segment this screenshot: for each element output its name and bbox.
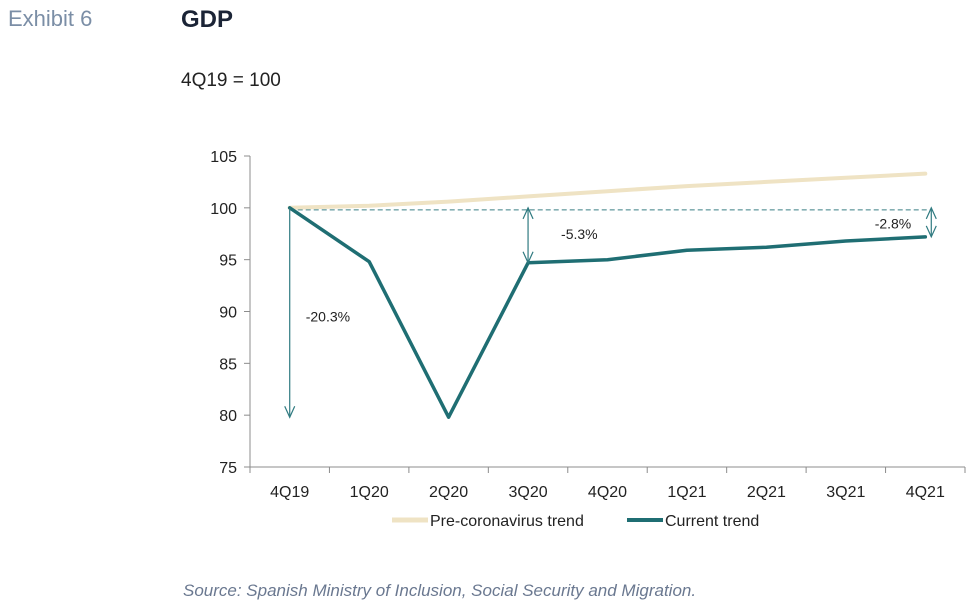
chart-title: GDP (181, 6, 234, 33)
y-tick-label: 105 (210, 149, 237, 166)
annotations: -20.3% -5.3% -2.8% (284, 206, 937, 419)
series-line-pre-coronavirus-trend (287, 171, 928, 210)
arrow-head (284, 405, 296, 419)
chart-axes: 75 80 85 90 95 100 105 4Q19 1Q20 2Q20 3Q20 4Q20 1Q21… (210, 149, 966, 501)
y-tick-label: 85 (219, 356, 237, 373)
x-tick-label: 4Q20 (588, 484, 627, 501)
legend-item: Pre-coronavirus trend (392, 513, 584, 530)
y-tick-label: 100 (210, 201, 237, 218)
y-tick-label: 90 (219, 305, 237, 322)
x-tick-label: 2Q21 (747, 484, 786, 501)
series-lines (287, 171, 928, 419)
arrow-head (522, 206, 534, 220)
annotation-label: -2.8% (875, 215, 912, 231)
y-tick-label: 80 (219, 408, 237, 425)
arrow-head (925, 225, 937, 239)
legend-label: Current trend (665, 513, 759, 530)
exhibit-label: Exhibit 6 (8, 6, 93, 31)
x-tick-label: 1Q20 (350, 484, 389, 501)
x-tick-label: 1Q21 (667, 484, 706, 501)
legend-label: Pre-coronavirus trend (430, 513, 584, 530)
x-tick-label: 4Q19 (270, 484, 309, 501)
x-tick-label: 3Q20 (508, 484, 547, 501)
annotation-arrow (522, 206, 534, 265)
chart-subtitle: 4Q19 = 100 (181, 70, 281, 91)
chart-legend: Pre-coronavirus trend Current trend (392, 513, 759, 530)
arrow-head (925, 206, 937, 220)
arrow-head (522, 251, 534, 265)
annotation-label: -20.3% (306, 309, 350, 325)
x-tick-label: 2Q20 (429, 484, 468, 501)
source-note: Source: Spanish Ministry of Inclusion, S… (183, 581, 697, 600)
legend-item: Current trend (627, 513, 759, 530)
y-tick-label: 95 (219, 253, 237, 270)
annotation-arrow (284, 207, 296, 419)
y-tick-label: 75 (219, 460, 237, 477)
x-tick-label: 3Q21 (826, 484, 865, 501)
x-tick-label: 4Q21 (906, 484, 945, 501)
series-line-current-trend (287, 206, 928, 419)
annotation-arrow (925, 206, 937, 239)
annotation-label: -5.3% (561, 226, 598, 242)
